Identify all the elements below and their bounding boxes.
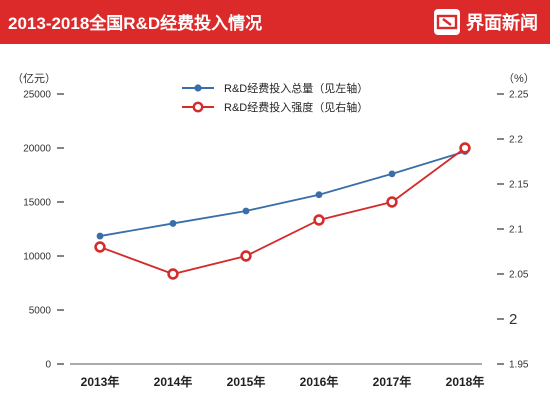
brand[interactable]: 界面新闻	[434, 8, 538, 36]
left-tick-label: 10000	[23, 252, 51, 263]
x-tick-label: 2015年	[227, 374, 266, 389]
left-tick-label: 25000	[23, 90, 51, 101]
data-point	[96, 232, 104, 240]
legend-marker	[194, 84, 202, 92]
data-point	[388, 170, 396, 178]
x-tick-label: 2016年	[300, 374, 339, 389]
left-tick-label: 20000	[23, 144, 51, 155]
brand-name: 界面新闻	[466, 13, 538, 33]
chart-title: 2013-2018全国R&D经费投入情况	[8, 14, 263, 33]
data-point	[459, 142, 471, 154]
right-tick-label: 2	[509, 311, 517, 328]
series-1	[96, 148, 469, 240]
right-tick-label: 2.15	[509, 180, 529, 191]
data-point	[242, 207, 250, 215]
right-tick-label: 2.05	[509, 270, 529, 281]
legend-label: R&D经费投入总量（见左轴）	[224, 81, 368, 95]
series-line	[99, 147, 466, 275]
right-tick-label: 1.95	[509, 360, 529, 371]
data-point	[386, 196, 398, 208]
x-tick-label: 2017年	[373, 374, 412, 389]
data-point	[240, 250, 252, 262]
data-point	[169, 220, 177, 227]
x-tick-label: 2013年	[81, 374, 120, 389]
header-bar: 2013-2018全国R&D经费投入情况 界面新闻	[0, 0, 550, 44]
x-tick-label: 2014年	[154, 374, 193, 389]
left-tick-label: 5000	[29, 306, 52, 317]
left-tick-label: 0	[45, 360, 51, 371]
legend-marker	[192, 101, 204, 113]
right-tick-label: 2.2	[509, 135, 523, 146]
data-point	[167, 268, 179, 280]
jiemian-logo-icon	[434, 9, 460, 35]
x-tick-label: 2018年	[446, 374, 485, 389]
series-line	[99, 150, 466, 237]
data-point	[94, 241, 106, 253]
data-point	[315, 191, 323, 199]
right-axis-unit: （%）	[503, 72, 535, 85]
dual-axis-line-chart: 0 5000 10000 15000 20000 25000 （亿元） 1.95 2 2.05 2.…	[12, 72, 535, 389]
legend-label: R&D经费投入强度（见右轴）	[224, 100, 368, 114]
series-2	[94, 142, 471, 280]
right-tick-label: 2.25	[509, 90, 529, 101]
left-tick-label: 15000	[23, 198, 51, 209]
data-point	[313, 214, 325, 226]
right-tick-label: 2.1	[509, 225, 523, 236]
left-axis-unit: （亿元）	[12, 72, 56, 85]
legend: R&D经费投入总量（见左轴） R&D经费投入强度（见右轴）	[182, 81, 368, 114]
